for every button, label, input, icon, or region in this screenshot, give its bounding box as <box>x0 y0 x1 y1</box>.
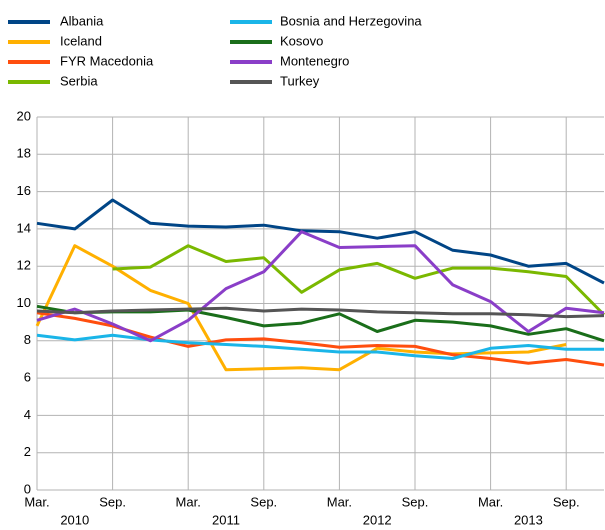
series-line <box>36 198 605 285</box>
x-tick-label: Sep. <box>250 494 277 509</box>
x-tick-label: Sep. <box>553 494 580 509</box>
year-label: 2011 <box>212 512 240 527</box>
year-label: 2010 <box>60 512 89 527</box>
series-line <box>36 306 605 319</box>
series-line <box>112 244 605 316</box>
series-line <box>36 311 605 367</box>
y-tick-label: 10 <box>17 295 31 310</box>
legend-label: Bosnia and Herzegovina <box>280 13 422 28</box>
y-tick-label: 18 <box>17 146 31 161</box>
x-tick-label: Sep. <box>402 494 429 509</box>
x-tick-label: Sep. <box>99 494 126 509</box>
y-tick-label: 12 <box>17 258 31 273</box>
x-tick-label: Mar. <box>327 494 352 509</box>
legend-label: Kosovo <box>280 33 323 48</box>
series-line <box>36 333 604 360</box>
y-tick-label: 4 <box>24 407 31 422</box>
y-tick-label: 14 <box>17 220 31 235</box>
legend-label: Serbia <box>60 73 98 88</box>
y-tick-label: 16 <box>17 183 31 198</box>
legend-label: FYR Macedonia <box>60 53 154 68</box>
legend-label: Iceland <box>60 33 102 48</box>
y-tick-label: 6 <box>24 370 31 385</box>
series-line <box>36 230 605 343</box>
y-tick-label: 2 <box>24 444 31 459</box>
y-tick-label: 0 <box>24 481 31 496</box>
x-tick-label: Mar. <box>478 494 503 509</box>
legend-label: Montenegro <box>280 53 349 68</box>
legend-label: Turkey <box>280 73 320 88</box>
y-tick-label: 8 <box>24 332 31 347</box>
x-tick-label: Mar. <box>176 494 201 509</box>
legend-label: Albania <box>60 13 104 28</box>
year-label: 2013 <box>514 512 543 527</box>
x-tick-label: Mar. <box>24 494 49 509</box>
y-tick-label: 20 <box>17 108 31 123</box>
year-label: 2012 <box>363 512 392 527</box>
